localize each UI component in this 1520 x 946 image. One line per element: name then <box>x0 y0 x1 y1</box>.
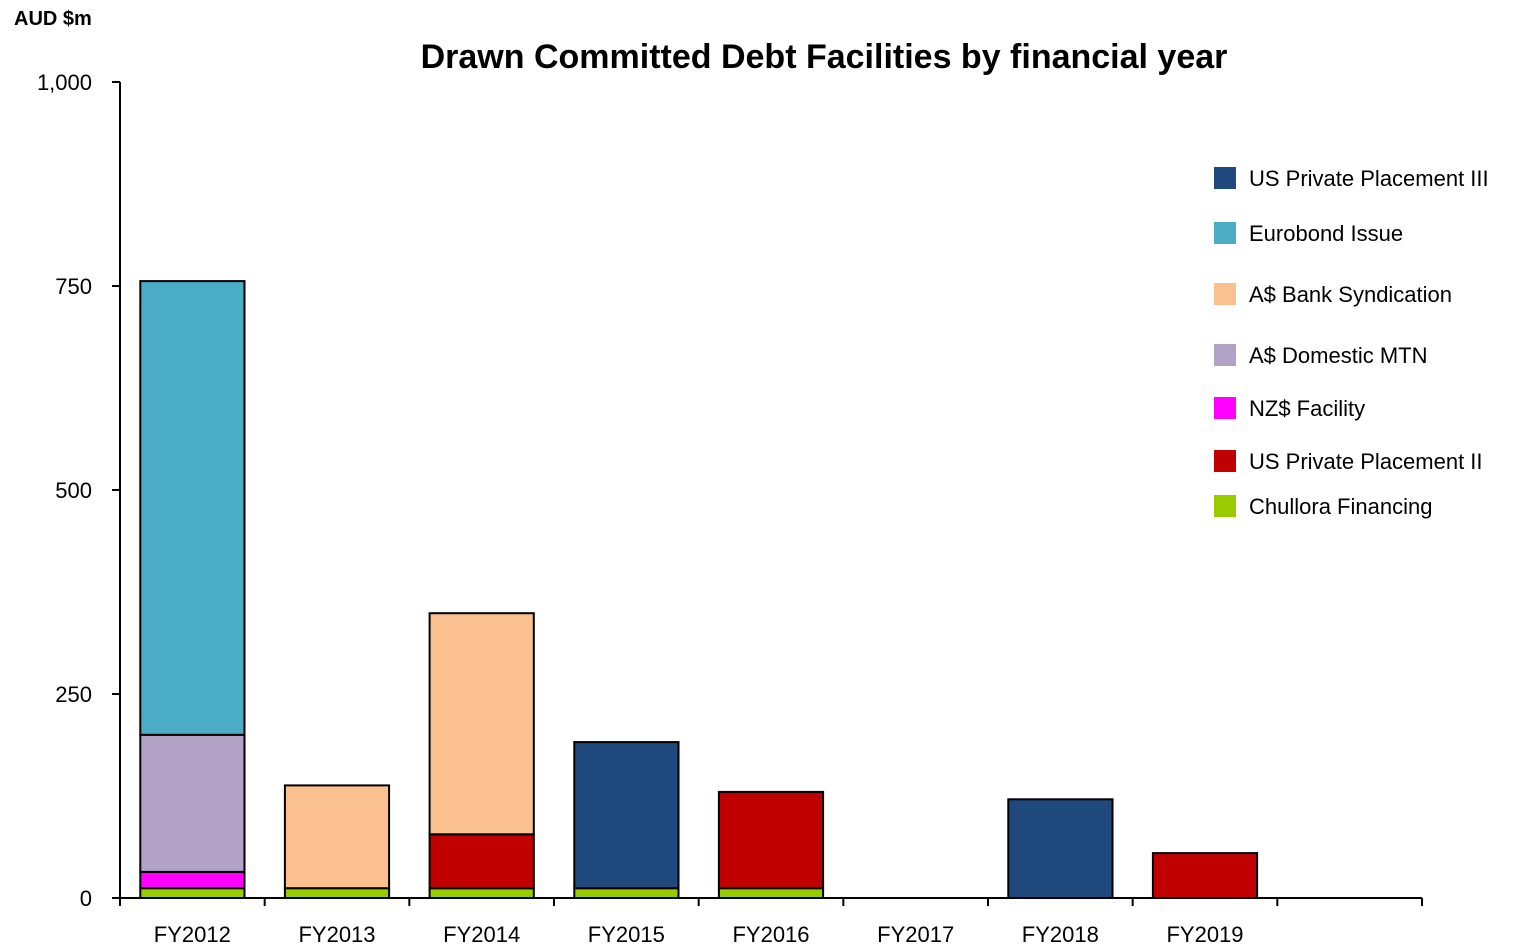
legend-label-a-bank-syndication: A$ Bank Syndication <box>1249 282 1452 307</box>
legend-swatch-a-domestic-mtn <box>1214 344 1236 366</box>
bar-chullora-financing-fy2014 <box>428 887 535 900</box>
x-tick-label-fy2012: FY2012 <box>154 922 231 946</box>
bar-a-bank-syndication-fy2013 <box>283 784 391 890</box>
bar-chullora-financing-fy2012 <box>139 887 246 900</box>
legend-label-chullora-financing: Chullora Financing <box>1249 494 1432 519</box>
y-tick-label: 1,000 <box>37 70 92 95</box>
y-tick-label: 750 <box>55 274 92 299</box>
legend-swatch-us-private-placement-iii <box>1214 167 1236 189</box>
bar-chullora-financing-fy2015 <box>573 887 680 900</box>
bar-us-private-placement-ii-fy2016 <box>717 790 825 890</box>
y-tick-label: 250 <box>55 682 92 707</box>
chart-title: Drawn Committed Debt Facilities by finan… <box>421 38 1228 76</box>
bar-chullora-financing-fy2016 <box>717 887 825 900</box>
bar-us-private-placement-ii-fy2019 <box>1151 852 1259 899</box>
axes-layer: 0 250 500 750 1,000 FY2012 FY2013 FY2014 FY2015 F… <box>37 70 1423 946</box>
legend-label-us-private-placement-ii: US Private Placement II <box>1249 449 1483 474</box>
legend-swatch-nz-facility <box>1214 397 1236 419</box>
legend-swatch-us-private-placement-ii <box>1214 450 1236 472</box>
bars-layer <box>139 280 1259 900</box>
legend-label-nz-facility: NZ$ Facility <box>1249 396 1365 421</box>
y-axis-unit-label: AUD $m <box>14 8 92 30</box>
bar-eurobond-issue-fy2012 <box>139 280 246 736</box>
bar-a-domestic-mtn-fy2012 <box>139 733 246 873</box>
legend: US Private Placement III Eurobond Issue A$… <box>1214 166 1489 519</box>
y-tick-label: 500 <box>55 478 92 503</box>
x-tick-label-fy2015: FY2015 <box>588 922 665 946</box>
x-tick-label-fy2018: FY2018 <box>1022 922 1099 946</box>
x-tick-label-fy2016: FY2016 <box>732 922 809 946</box>
x-tick-label-fy2014: FY2014 <box>443 922 520 946</box>
x-tick-label-fy2013: FY2013 <box>298 922 375 946</box>
legend-swatch-chullora-financing <box>1214 495 1236 517</box>
legend-swatch-eurobond-issue <box>1214 222 1236 244</box>
legend-label-a-domestic-mtn: A$ Domestic MTN <box>1249 343 1427 368</box>
bar-us-private-placement-iii-fy2015 <box>573 741 680 890</box>
legend-label-eurobond-issue: Eurobond Issue <box>1249 221 1403 246</box>
legend-label-us-private-placement-iii: US Private Placement III <box>1249 166 1489 191</box>
y-tick-label: 0 <box>80 886 92 911</box>
bar-chullora-financing-fy2013 <box>283 887 391 900</box>
x-tick-label-fy2017: FY2017 <box>877 922 954 946</box>
bar-us-private-placement-iii-fy2018 <box>1007 798 1114 899</box>
bar-nz-facility-fy2012 <box>139 870 246 890</box>
bar-a-bank-syndication-fy2014 <box>428 612 535 836</box>
bar-us-private-placement-ii-fy2014 <box>428 833 535 890</box>
x-tick-label-fy2019: FY2019 <box>1166 922 1243 946</box>
legend-swatch-a-bank-syndication <box>1214 283 1236 305</box>
